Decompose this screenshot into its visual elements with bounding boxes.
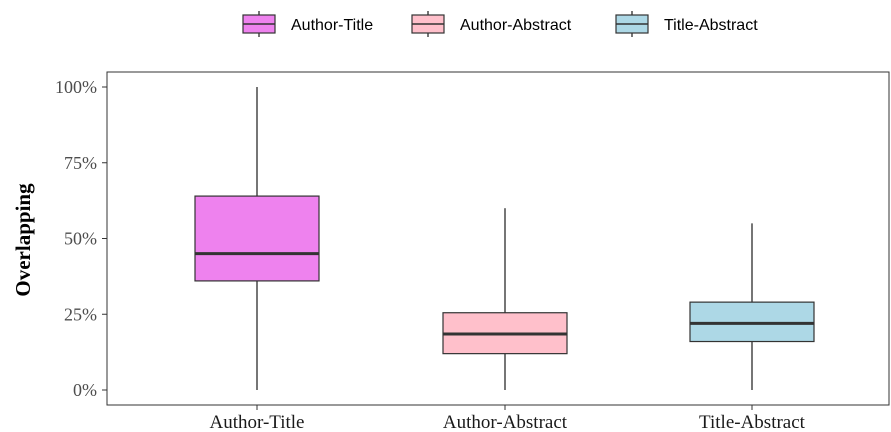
box-iqr [194, 195, 320, 282]
legend-item-title-abstract: Title-Abstract [615, 11, 758, 37]
legend-label: Title-Abstract [664, 17, 758, 34]
x-axis: Author-Title Author-Abstract Title-Abstrac… [210, 405, 806, 432]
box-author-title [194, 87, 320, 390]
plot-area [106, 71, 890, 406]
y-tick-label: 75% [64, 153, 97, 173]
y-axis-label: Overlapping [11, 183, 35, 297]
legend-label: Author-Title [291, 17, 373, 34]
box-title-abstract [689, 223, 815, 390]
legend-item-author-abstract: Author-Abstract [411, 11, 572, 37]
box-author-abstract [442, 208, 568, 390]
y-axis: 0% 25% 50% 75% 100% [55, 77, 107, 400]
x-tick-label-author-title: Author-Title [210, 412, 305, 432]
legend: Author-Title Author-Abstract Title-Abstrac… [242, 11, 758, 37]
y-tick-label: 100% [55, 77, 97, 97]
y-tick-label: 25% [64, 304, 97, 324]
y-tick-label: 0% [73, 380, 97, 400]
y-tick-label: 50% [64, 229, 97, 249]
x-tick-label-title-abstract: Title-Abstract [699, 412, 806, 432]
box-iqr [689, 301, 815, 343]
legend-item-author-title: Author-Title [242, 11, 373, 37]
legend-label: Author-Abstract [460, 17, 572, 34]
x-tick-label-author-abstract: Author-Abstract [443, 412, 568, 432]
